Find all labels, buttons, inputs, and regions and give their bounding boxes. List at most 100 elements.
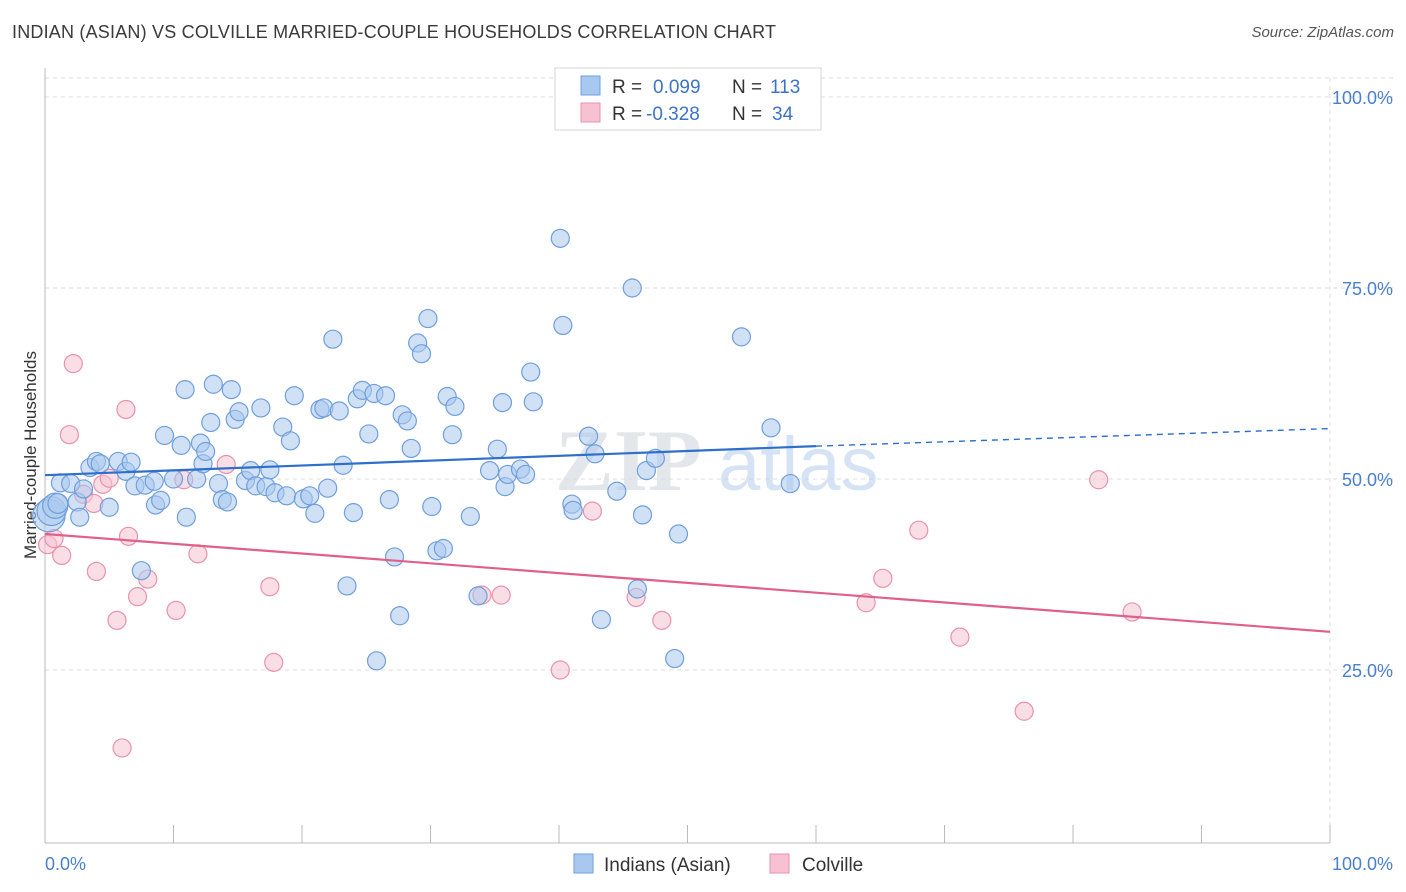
- trend-lines: [44, 427, 1331, 633]
- colville-point: [52, 545, 72, 566]
- indians-asian-point: [144, 471, 164, 491]
- indians-asian-point: [480, 460, 500, 481]
- indians-asian-point: [175, 380, 195, 400]
- indians-asian-point: [375, 386, 396, 406]
- indians-asian-point: [276, 486, 297, 506]
- indians-asian-point: [622, 278, 642, 298]
- indians-asian-point: [131, 561, 151, 581]
- indians-asian-point: [284, 386, 304, 406]
- watermark-atlas: atlas: [718, 422, 879, 507]
- indians-asian-point: [90, 454, 110, 474]
- indians-asian-point: [300, 486, 320, 506]
- indians-asian-point: [550, 228, 570, 248]
- colville-point: [118, 526, 139, 546]
- colville-point: [63, 354, 83, 374]
- indians-asian-points: [32, 228, 800, 671]
- indians-asian-point: [208, 473, 229, 494]
- legend-swatch-pink: [580, 102, 601, 123]
- indians-asian-point: [761, 418, 781, 438]
- legend-r-value-2: -0.328: [646, 104, 700, 125]
- indians-asian-point: [176, 507, 196, 527]
- y-tick-label: 75.0%: [1342, 279, 1393, 299]
- indians-asian-point: [203, 374, 223, 394]
- indians-asian-point: [433, 538, 453, 559]
- colville-point: [127, 587, 148, 607]
- legend-n-value-2: 34: [772, 104, 794, 125]
- series-swatch-colville: [769, 853, 790, 874]
- indians-asian-point: [260, 460, 280, 480]
- indians-asian-point: [47, 492, 69, 514]
- indians-asian-point: [665, 648, 685, 669]
- series-label-indians: Indians (Asian): [604, 855, 731, 876]
- indians-asian-point: [390, 606, 410, 626]
- colville-point: [1014, 701, 1034, 721]
- watermark: ZIP atlas: [555, 413, 879, 510]
- legend-r-label-1: R =: [612, 77, 642, 98]
- legend-r-label-2: R =: [612, 104, 642, 125]
- indians-asian-point: [487, 439, 507, 459]
- indians-asian-point: [401, 438, 421, 459]
- legend-swatch-blue: [580, 75, 601, 96]
- indians-asian-point: [668, 524, 689, 544]
- colville-trend: [44, 532, 1331, 633]
- y-tick-label: 25.0%: [1342, 661, 1393, 681]
- indians-asian-point: [492, 393, 513, 413]
- indians-asian-point: [154, 425, 175, 446]
- legend-n-label-2: N =: [732, 104, 762, 125]
- indians-asian-point: [305, 503, 325, 523]
- indians-asian-point: [318, 478, 338, 498]
- x-tick-label: 100.0%: [1332, 854, 1393, 874]
- colville-point: [264, 652, 284, 672]
- indians-asian-point: [359, 424, 379, 444]
- indians-asian-point: [314, 398, 334, 418]
- colville-point: [1089, 470, 1109, 490]
- indians-asian-point: [632, 505, 653, 525]
- indians-asian-point: [468, 586, 488, 606]
- colville-point: [107, 610, 127, 630]
- indians-asian-point: [731, 327, 752, 347]
- indians-asian-point: [442, 425, 462, 445]
- indians-asian-point: [163, 469, 184, 489]
- indians-asian-point: [221, 380, 241, 400]
- indians-asian-point: [251, 398, 271, 418]
- tick-labels: 25.0% 50.0% 75.0% 100.0% 0.0% 100.0%: [45, 88, 1393, 874]
- indians-asian-point: [70, 507, 90, 527]
- colville-point: [550, 660, 570, 680]
- indians-asian-point: [229, 402, 249, 422]
- colville-point: [216, 454, 236, 475]
- legend-r-value-1: 0.099: [653, 77, 701, 98]
- indians-asian-point: [418, 308, 438, 329]
- indians-asian-point: [280, 431, 301, 451]
- indians-asian-point: [411, 344, 432, 364]
- indians-asian-point: [151, 490, 171, 510]
- indians-asian-point: [73, 479, 94, 499]
- indians-asian-point: [201, 412, 221, 433]
- y-axis-label: Married-couple Households: [21, 351, 40, 559]
- colville-point: [59, 425, 80, 445]
- indians-asian-point: [329, 401, 349, 421]
- indians-asian-point: [645, 448, 665, 468]
- legend-n-value-1: 113: [770, 77, 800, 98]
- legend-box: R = 0.099 N = 113 R = -0.328 N = 34: [554, 67, 822, 131]
- indians-asian-point: [780, 473, 800, 494]
- colville-point: [652, 610, 672, 630]
- indians-asian-point: [563, 500, 583, 520]
- series-swatch-indians: [573, 853, 594, 874]
- indians-asian-point: [323, 329, 343, 349]
- indians-asian-point: [397, 411, 417, 431]
- series-legend: Indians (Asian) Colville: [573, 853, 863, 876]
- legend-n-label-1: N =: [732, 77, 762, 98]
- indians-asian-point: [521, 362, 541, 382]
- colville-point: [950, 627, 970, 647]
- indians-asian-point: [384, 547, 405, 567]
- chart-title: INDIAN (ASIAN) VS COLVILLE MARRIED-COUPL…: [12, 22, 777, 42]
- indians-asian-point: [337, 576, 357, 596]
- indians-asian-point: [99, 497, 119, 517]
- indians-asian-trend-extension: [815, 427, 1331, 447]
- y-tick-label: 50.0%: [1342, 470, 1393, 490]
- indians-asian-point: [343, 503, 363, 523]
- indians-asian-point: [196, 441, 216, 462]
- indians-asian-point: [523, 392, 543, 412]
- indians-asian-point: [578, 426, 599, 446]
